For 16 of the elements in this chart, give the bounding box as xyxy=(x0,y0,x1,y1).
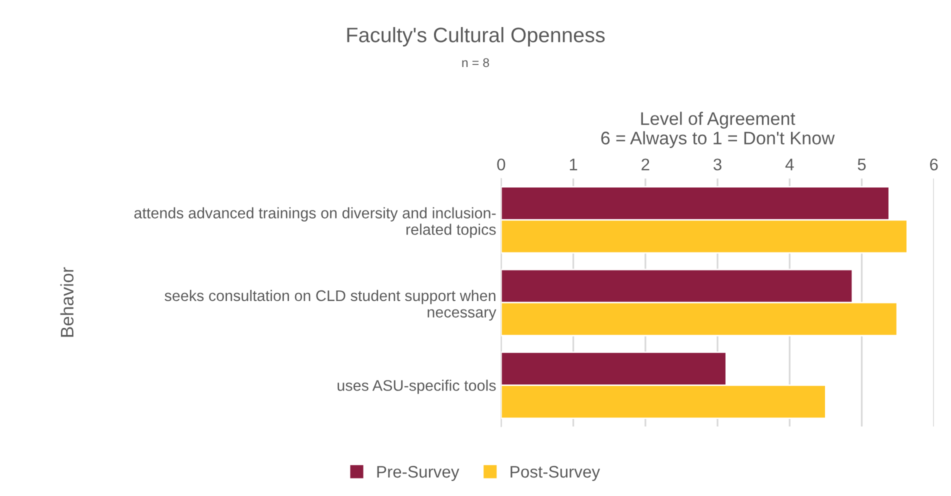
y-axis-title: Behavior xyxy=(60,267,74,337)
legend-label: Pre-Survey xyxy=(377,466,460,481)
x-axis-title: Level of Agreement 6 = Always to 1 = Don't Know xyxy=(601,112,835,148)
chart-title: Faculty's Cultural Openness xyxy=(347,27,605,46)
x-tick-label: 6 xyxy=(930,158,938,170)
x-tick-label: 1 xyxy=(570,158,578,170)
x-tick-label: 4 xyxy=(785,158,794,170)
y-tick-label: uses ASU-specific tools xyxy=(338,380,496,394)
legend-label: Post-Survey xyxy=(510,466,600,481)
chart-subtitle: n = 8 xyxy=(462,58,490,68)
y-tick-label: attends advanced trainings on diversity and inclusion- related topics xyxy=(134,207,496,238)
x-tick-label: 5 xyxy=(858,158,866,170)
x-tick-label: 2 xyxy=(642,158,650,170)
x-tick-label: 3 xyxy=(714,158,722,170)
x-tick-label: 0 xyxy=(497,158,506,170)
y-tick-label: seeks consultation on CLD student support when necessary xyxy=(164,290,496,321)
